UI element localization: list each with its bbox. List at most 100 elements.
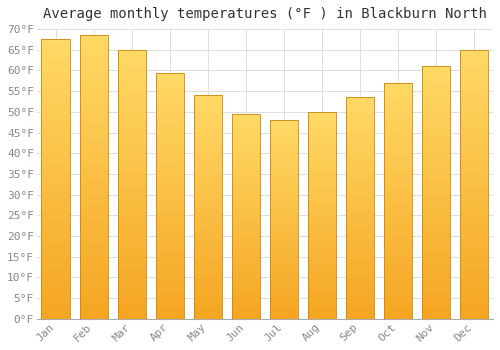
Bar bbox=[346, 186, 374, 190]
Bar bbox=[232, 216, 260, 221]
Bar bbox=[384, 286, 412, 290]
Bar bbox=[42, 185, 70, 190]
Bar bbox=[80, 172, 108, 177]
Bar bbox=[308, 203, 336, 207]
Bar bbox=[232, 196, 260, 200]
Bar bbox=[270, 315, 298, 319]
Bar bbox=[384, 92, 412, 97]
Bar bbox=[422, 162, 450, 167]
Bar bbox=[156, 215, 184, 220]
Bar bbox=[194, 261, 222, 265]
Bar bbox=[118, 147, 146, 152]
Bar bbox=[118, 55, 146, 61]
Bar bbox=[42, 274, 70, 280]
Bar bbox=[346, 261, 374, 266]
Bar bbox=[42, 179, 70, 185]
Bar bbox=[422, 188, 450, 193]
Bar bbox=[194, 135, 222, 140]
Bar bbox=[42, 73, 70, 78]
Bar bbox=[194, 314, 222, 319]
Bar bbox=[308, 307, 336, 310]
Bar bbox=[194, 243, 222, 247]
Bar bbox=[308, 265, 336, 269]
Bar bbox=[118, 276, 146, 281]
Bar bbox=[384, 220, 412, 224]
Bar bbox=[232, 163, 260, 167]
Bar bbox=[422, 253, 450, 258]
Bar bbox=[308, 166, 336, 170]
Bar bbox=[156, 265, 184, 270]
Bar bbox=[346, 190, 374, 195]
Bar bbox=[384, 144, 412, 149]
Bar bbox=[80, 251, 108, 257]
Bar bbox=[194, 211, 222, 216]
Bar bbox=[194, 270, 222, 274]
Bar bbox=[270, 311, 298, 315]
Bar bbox=[194, 283, 222, 288]
Bar bbox=[156, 270, 184, 274]
Bar bbox=[270, 136, 298, 140]
Bar bbox=[270, 128, 298, 132]
Bar bbox=[346, 235, 374, 239]
Bar bbox=[270, 132, 298, 136]
Bar bbox=[80, 58, 108, 64]
Bar bbox=[80, 103, 108, 109]
Bar bbox=[42, 246, 70, 252]
Bar bbox=[460, 308, 488, 314]
Bar bbox=[118, 114, 146, 120]
Bar bbox=[422, 167, 450, 173]
Bar bbox=[422, 97, 450, 102]
Bar bbox=[232, 229, 260, 233]
Bar bbox=[270, 291, 298, 295]
Bar bbox=[42, 118, 70, 123]
Bar bbox=[384, 205, 412, 210]
Bar bbox=[232, 180, 260, 184]
Bar bbox=[308, 244, 336, 248]
Bar bbox=[460, 249, 488, 254]
Bar bbox=[270, 263, 298, 267]
Bar bbox=[460, 195, 488, 201]
Bar bbox=[346, 244, 374, 248]
Bar bbox=[270, 160, 298, 164]
Bar bbox=[270, 267, 298, 271]
Bar bbox=[346, 275, 374, 279]
Bar bbox=[156, 146, 184, 151]
Bar bbox=[232, 114, 260, 319]
Bar bbox=[194, 109, 222, 113]
Bar bbox=[270, 172, 298, 176]
Bar bbox=[308, 207, 336, 211]
Bar bbox=[422, 147, 450, 152]
Bar bbox=[308, 174, 336, 178]
Bar bbox=[346, 314, 374, 319]
Bar bbox=[384, 258, 412, 262]
Bar bbox=[308, 158, 336, 162]
Bar bbox=[156, 285, 184, 289]
Bar bbox=[384, 149, 412, 154]
Bar bbox=[346, 128, 374, 133]
Bar bbox=[194, 140, 222, 145]
Bar bbox=[80, 41, 108, 47]
Bar bbox=[460, 292, 488, 298]
Bar bbox=[346, 279, 374, 284]
Bar bbox=[460, 271, 488, 276]
Bar bbox=[308, 282, 336, 286]
Bar bbox=[270, 255, 298, 259]
Bar bbox=[308, 273, 336, 278]
Bar bbox=[42, 213, 70, 218]
Bar bbox=[346, 115, 374, 119]
Bar bbox=[194, 230, 222, 234]
Bar bbox=[346, 306, 374, 310]
Bar bbox=[422, 132, 450, 137]
Bar bbox=[422, 263, 450, 268]
Bar bbox=[156, 235, 184, 240]
Bar bbox=[232, 134, 260, 139]
Bar bbox=[308, 116, 336, 120]
Bar bbox=[422, 127, 450, 132]
Bar bbox=[80, 285, 108, 290]
Bar bbox=[384, 201, 412, 205]
Bar bbox=[460, 190, 488, 195]
Bar bbox=[384, 182, 412, 187]
Bar bbox=[194, 189, 222, 194]
Bar bbox=[118, 50, 146, 55]
Bar bbox=[156, 136, 184, 141]
